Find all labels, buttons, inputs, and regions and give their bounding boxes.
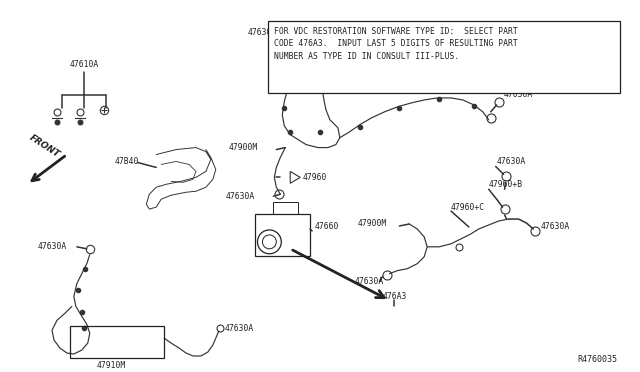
Text: 47660: 47660 (315, 222, 339, 231)
Bar (70, 326, 164, 358)
Text: 47960+A: 47960+A (355, 54, 389, 63)
Text: 47900M: 47900M (358, 219, 387, 228)
Bar (255, 214, 310, 256)
Text: R4760035: R4760035 (578, 356, 618, 365)
Text: 47630A: 47630A (336, 28, 365, 37)
Text: 47630A: 47630A (497, 157, 526, 166)
Text: 47B40: 47B40 (115, 157, 139, 166)
Text: 47630A: 47630A (504, 90, 533, 99)
Text: 47960: 47960 (302, 173, 326, 182)
Text: 47630A: 47630A (248, 28, 277, 37)
Text: 47630A: 47630A (37, 242, 67, 251)
Text: 47630A: 47630A (225, 324, 254, 333)
Bar (268, 21, 620, 93)
Text: FOR VDC RESTORATION SOFTWARE TYPE ID:  SELECT PART
CODE 476A3.  INPUT LAST 5 DIG: FOR VDC RESTORATION SOFTWARE TYPE ID: SE… (274, 27, 518, 61)
Text: 47960+C: 47960+C (451, 203, 485, 212)
Text: 47900M: 47900M (228, 143, 258, 152)
Text: 47910M: 47910M (97, 362, 126, 371)
Text: FRONT: FRONT (28, 133, 61, 160)
Text: 47630A: 47630A (540, 222, 570, 231)
Text: 476A3: 476A3 (382, 292, 406, 301)
Text: 47630A: 47630A (355, 277, 384, 286)
Text: 47630A: 47630A (226, 192, 255, 201)
Text: 47610A: 47610A (70, 60, 99, 69)
Text: 47960+B: 47960+B (489, 180, 523, 189)
Bar (273, 202, 298, 214)
